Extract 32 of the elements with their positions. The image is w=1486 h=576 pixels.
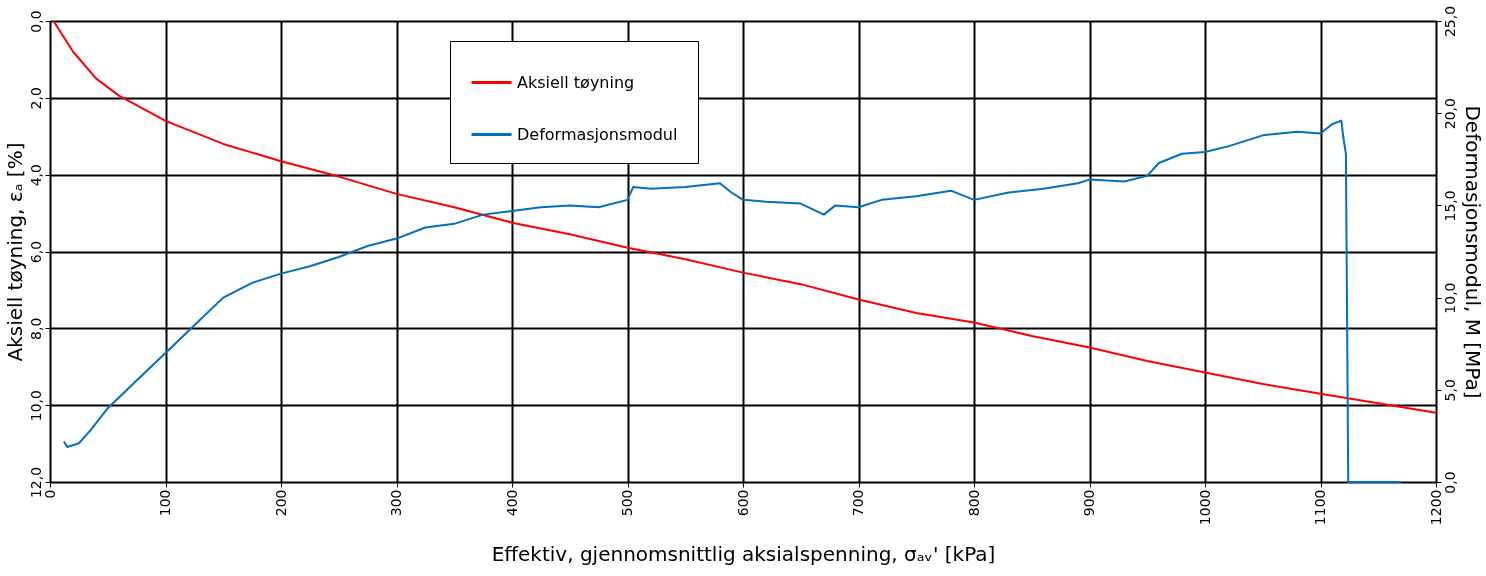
- y2-axis-title: Deformasjonsmodul, M [MPa]: [1460, 105, 1485, 399]
- y-tick-label: 4,0: [27, 164, 44, 187]
- x-tick-label: 1200: [1427, 489, 1444, 526]
- y2-tick-label: 25,0: [1441, 5, 1458, 38]
- x-tick-label: 600: [734, 489, 751, 517]
- y-tick-label: 0,0: [27, 10, 44, 33]
- y-tick-label: 12,0: [27, 466, 44, 499]
- x-tick-label: 1100: [1312, 489, 1328, 526]
- x-tick-label: 100: [157, 489, 173, 517]
- y-tick-label: 10,0: [27, 390, 44, 422]
- x-tick-label: 800: [965, 489, 982, 517]
- x-axis-title: Effektiv, gjennomsnittlig aksialspenning, σₐᵥ' [kPa]: [491, 542, 996, 567]
- y2-tick-label: 20,0: [1441, 98, 1458, 130]
- legend-label: Aksiell tøyning: [517, 72, 635, 92]
- x-tick-label: 200: [272, 489, 289, 517]
- x-tick-label: 400: [503, 489, 520, 517]
- y2-tick-label: 5,0: [1441, 379, 1458, 402]
- y-axis-title: Aksiell tøyning, εₐ [%]: [2, 142, 27, 362]
- x-tick-label: 900: [1081, 489, 1097, 517]
- y2-tick-label: 0,0: [1441, 471, 1458, 494]
- x-tick-label: 700: [850, 489, 866, 517]
- y-tick-label: 6,0: [27, 240, 44, 264]
- x-tick-label: 300: [388, 489, 404, 517]
- line-series: [62, 119, 1403, 483]
- y-tick-label: 8,0: [27, 317, 44, 340]
- y2-tick-label: 15,0: [1441, 190, 1458, 222]
- x-tick-label: 0: [41, 489, 58, 499]
- x-tick-label: 1000: [1196, 489, 1213, 526]
- y-tick-label: 2,0: [27, 87, 44, 110]
- x-tick-label: 500: [619, 489, 635, 517]
- legend-label: Deformasjonsmodul: [517, 124, 678, 144]
- y2-tick-label: 10,0: [1441, 282, 1458, 314]
